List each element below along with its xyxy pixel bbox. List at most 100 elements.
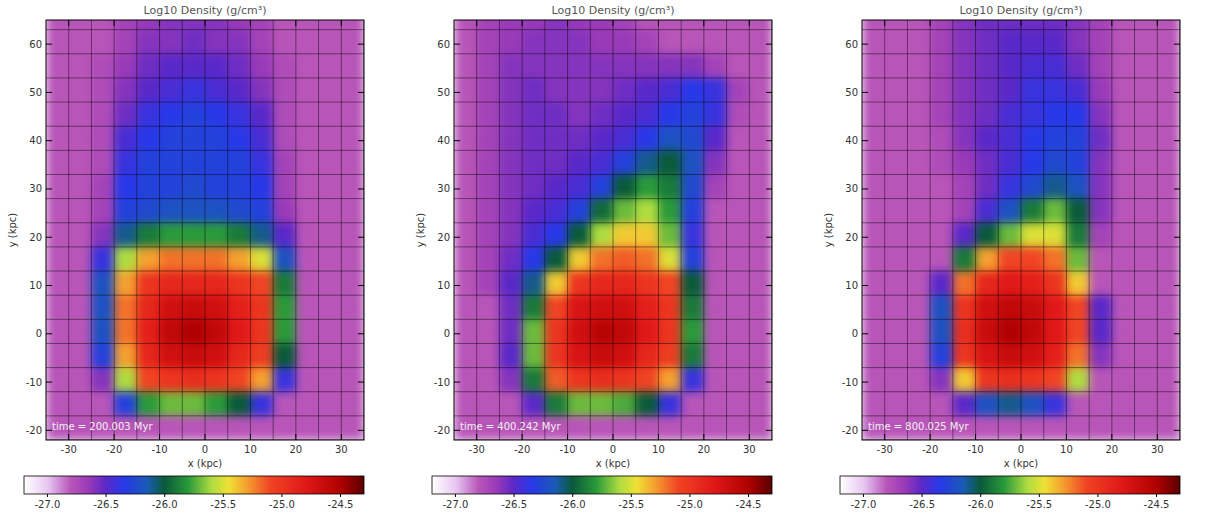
y-tick-label: 40 [29,135,42,146]
density-cell [319,54,342,79]
density-cell [182,247,205,272]
y-tick-label: 50 [845,87,858,98]
density-cell [976,343,999,368]
density-cell [681,20,704,30]
mesh-line [1134,20,1135,440]
density-cell [1112,102,1135,127]
density-cell [885,20,908,30]
density-cell [273,30,296,55]
density-cell [1112,78,1135,103]
density-cell [1135,319,1158,344]
y-tick [46,237,52,238]
density-cell [522,150,545,175]
density-cell [1021,20,1044,30]
density-cell [160,271,183,296]
mesh-line [46,391,364,392]
density-cell [1021,102,1044,127]
density-cell [658,247,681,272]
density-cell [953,343,976,368]
density-cell [1135,54,1158,79]
panel: Log10 Density (g/cm³)-30-20-100102030-20… [7,4,365,510]
x-axis-title: x (kpc) [596,458,631,469]
density-cell [907,247,930,272]
y-tick [454,285,460,286]
y-tick-label: 30 [437,183,450,194]
density-cell [250,223,273,248]
density-cell [749,54,772,79]
density-cell [727,392,750,417]
density-cell [319,30,342,55]
density-cell [613,343,636,368]
y-tick [454,44,460,45]
y-tick [862,333,868,334]
x-tick [205,434,206,440]
density-cell [976,247,999,272]
mesh-line [658,20,659,440]
density-cell [1021,54,1044,79]
density-cell [160,174,183,199]
density-cell [499,174,522,199]
density-cell [862,199,885,224]
density-cell [114,319,137,344]
density-cell [862,174,885,199]
colorbar-tick-label: -26.0 [968,499,994,510]
x-tick [250,434,251,440]
density-cell [182,271,205,296]
density-cell [704,368,727,393]
x-tick-label: -10 [559,444,575,455]
density-cell [160,223,183,248]
density-cell [69,368,92,393]
density-cell [749,247,772,272]
density-cell [545,247,568,272]
density-cell [1135,271,1158,296]
y-tick-label: -20 [434,425,450,436]
density-cell [296,30,319,55]
density-cell [590,78,613,103]
density-cell [46,174,69,199]
colorbar-tick [1156,494,1157,497]
y-tick [862,237,868,238]
colorbar-tick-label: -26.5 [93,499,119,510]
density-cell [613,223,636,248]
colorbar-tick [631,494,632,497]
density-cell [454,392,477,417]
density-cell [704,319,727,344]
density-cell [885,126,908,151]
y-tick [1174,237,1180,238]
density-cell [250,78,273,103]
density-cell [522,295,545,320]
x-tick-label: 30 [1151,444,1164,455]
mesh-line [159,20,160,440]
density-cell [545,174,568,199]
density-cell [296,368,319,393]
density-cell [1021,174,1044,199]
density-cell [907,30,930,55]
density-cell [590,343,613,368]
x-tick-label: -20 [514,444,530,455]
density-cell [273,368,296,393]
mesh-line [726,20,727,440]
mesh-line [499,20,500,440]
y-tick-label: 0 [852,328,858,339]
density-cell [704,295,727,320]
density-cell [636,295,659,320]
colorbar [24,476,364,494]
mesh-line [454,319,772,320]
density-cell [658,150,681,175]
density-cell [91,30,114,55]
density-cell [319,174,342,199]
y-axis-title: y (kpc) [823,213,834,248]
density-cell [930,126,953,151]
density-cell [1157,271,1180,296]
density-cell [1135,392,1158,417]
density-cell [1112,343,1135,368]
density-cell [636,319,659,344]
mesh-line [273,20,274,440]
density-cell [477,78,500,103]
density-cell [205,247,228,272]
density-cell [998,102,1021,127]
density-cell [296,319,319,344]
density-cell [704,150,727,175]
density-cell [613,392,636,417]
density-cell [1044,295,1067,320]
